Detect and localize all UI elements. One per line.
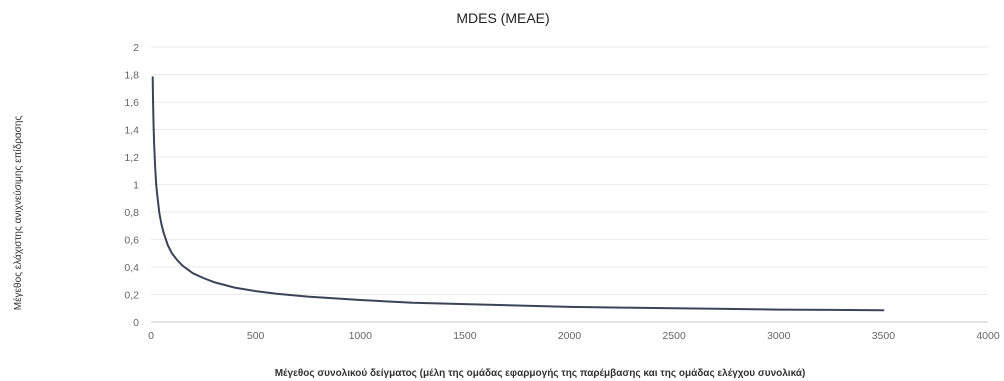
x-tick-label: 2000 bbox=[558, 330, 582, 342]
x-axis-title: Μέγεθος συνολικού δείγματος (μέλη της ομ… bbox=[275, 368, 806, 379]
chart-title: MDES (MEAE) bbox=[456, 10, 549, 26]
y-tick-label: 1,8 bbox=[124, 70, 139, 82]
y-tick-label: 0,4 bbox=[124, 262, 139, 274]
x-axis-ticks: 0 500 1000 1500 2000 2500 3000 3500 4000 bbox=[148, 330, 1000, 342]
y-tick-label: 1,4 bbox=[124, 125, 139, 137]
y-tick-label: 1,6 bbox=[124, 97, 139, 109]
x-tick-label: 4000 bbox=[976, 330, 1000, 342]
x-tick-label: 1500 bbox=[453, 330, 477, 342]
y-tick-label: 1,2 bbox=[124, 152, 139, 164]
x-tick-label: 500 bbox=[247, 330, 265, 342]
y-axis-ticks: 0 0,2 0,4 0,6 0,8 1 1,2 1,4 1,6 1,8 2 bbox=[124, 42, 139, 329]
series-line bbox=[151, 76, 885, 312]
x-tick-label: 0 bbox=[148, 330, 154, 342]
x-tick-label: 3500 bbox=[872, 330, 896, 342]
y-tick-label: 1 bbox=[133, 180, 139, 192]
y-tick-label: 0 bbox=[133, 317, 139, 329]
y-tick-label: 0,2 bbox=[124, 290, 139, 302]
y-tick-label: 0,6 bbox=[124, 235, 139, 247]
gridlines bbox=[151, 46, 988, 323]
x-tick-label: 3000 bbox=[767, 330, 791, 342]
x-tick-label: 1000 bbox=[349, 330, 373, 342]
series-lines bbox=[151, 76, 885, 312]
y-tick-label: 0,8 bbox=[124, 207, 139, 219]
y-axis-title: Μέγεθος ελάχιστης ανιχνεύσιμης επίδρασης bbox=[12, 116, 24, 311]
x-tick-label: 2500 bbox=[662, 330, 686, 342]
y-tick-label: 2 bbox=[133, 42, 139, 54]
